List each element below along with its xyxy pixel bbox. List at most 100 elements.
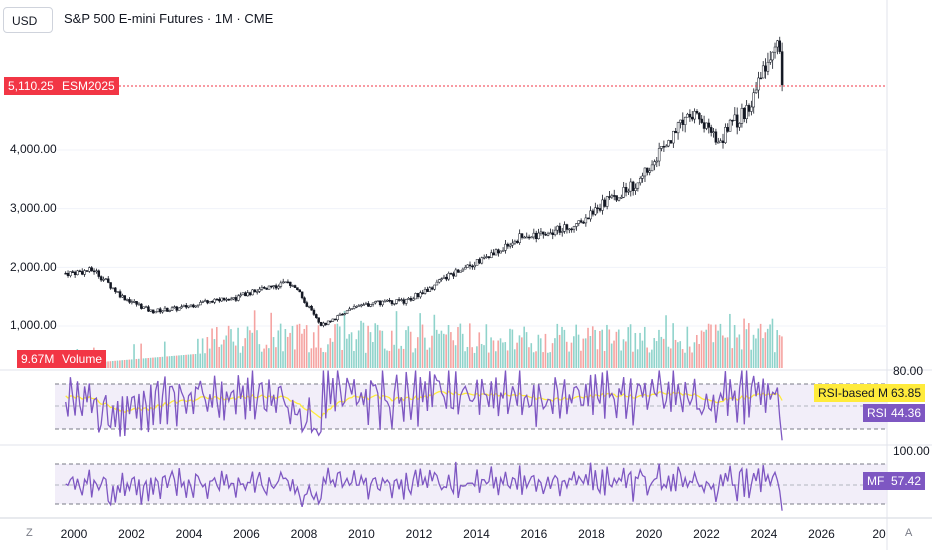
volume-bar bbox=[194, 354, 197, 368]
candle-body bbox=[234, 297, 238, 301]
candle-body bbox=[596, 207, 599, 210]
volume-bar bbox=[646, 347, 648, 368]
volume-bar bbox=[681, 349, 684, 368]
volume-bar bbox=[769, 324, 771, 368]
candle-body bbox=[575, 223, 578, 227]
volume-bar bbox=[296, 324, 298, 368]
candle-body bbox=[683, 116, 687, 125]
candle-body bbox=[516, 240, 519, 243]
rsi-ma-value: 63.85 bbox=[887, 384, 925, 402]
candle-body bbox=[277, 286, 280, 289]
volume-bar bbox=[242, 346, 244, 368]
volume-bar bbox=[192, 354, 194, 368]
volume-bar bbox=[130, 359, 133, 368]
candle-body bbox=[121, 295, 124, 298]
volume-bar bbox=[249, 330, 251, 368]
volume-bar bbox=[518, 335, 521, 368]
candle-body bbox=[631, 181, 635, 191]
volume-bar bbox=[584, 338, 587, 368]
volume-bar bbox=[539, 338, 542, 368]
candle-body bbox=[371, 302, 375, 305]
volume-bar bbox=[667, 346, 670, 368]
volume-bar bbox=[509, 328, 511, 368]
volume-bar bbox=[487, 352, 490, 368]
candle-body bbox=[582, 222, 585, 224]
volume-bar bbox=[641, 340, 644, 368]
volume-bar bbox=[402, 348, 405, 368]
candle-body bbox=[712, 131, 715, 134]
candle-body bbox=[409, 298, 413, 301]
candle-body bbox=[416, 293, 420, 298]
volume-bar bbox=[440, 330, 443, 368]
candle-body bbox=[78, 270, 82, 273]
candle-body bbox=[388, 299, 391, 302]
volume-bar bbox=[145, 358, 147, 368]
rsi-label[interactable]: RSI bbox=[863, 404, 892, 422]
candle-body bbox=[137, 303, 141, 306]
volume-bar bbox=[121, 360, 124, 368]
volume-bar bbox=[405, 330, 407, 368]
candle-body bbox=[735, 114, 739, 128]
volume-bar bbox=[142, 358, 145, 368]
candle-body bbox=[114, 287, 117, 292]
candle-body bbox=[560, 231, 564, 233]
candle-body bbox=[284, 281, 287, 284]
currency-button[interactable]: USD bbox=[3, 7, 53, 33]
volume-bar bbox=[556, 323, 559, 368]
candle-body bbox=[480, 257, 484, 264]
candle-body bbox=[688, 113, 692, 118]
candle-body bbox=[594, 207, 597, 215]
candle-body bbox=[116, 291, 119, 293]
volume-bar bbox=[733, 325, 736, 368]
candle-body bbox=[506, 243, 510, 247]
time-axis-label: 2010 bbox=[348, 527, 375, 541]
volume-bar bbox=[516, 342, 518, 368]
candle-body bbox=[565, 224, 569, 230]
auto-scale-icon[interactable]: A bbox=[905, 527, 913, 539]
volume-bar bbox=[426, 349, 429, 368]
candle-body bbox=[693, 111, 696, 120]
rsi-ma-label[interactable]: RSI-based MA bbox=[814, 384, 901, 402]
volume-bar bbox=[473, 352, 476, 368]
volume-bar bbox=[710, 324, 712, 368]
candle-body bbox=[615, 195, 618, 201]
candle-body bbox=[454, 269, 458, 277]
volume-bar bbox=[353, 350, 355, 368]
candle-body bbox=[92, 270, 96, 273]
candle-body bbox=[102, 279, 105, 281]
candle-body bbox=[608, 196, 611, 198]
candle-body bbox=[251, 289, 254, 296]
candle-body bbox=[601, 199, 604, 211]
candle-body bbox=[525, 236, 528, 239]
candle-body bbox=[229, 298, 233, 301]
volume-bar bbox=[731, 348, 734, 368]
candle-body bbox=[586, 217, 590, 220]
candle-body bbox=[315, 314, 318, 318]
zoom-icon[interactable]: Z bbox=[26, 527, 33, 539]
candle-body bbox=[494, 249, 498, 256]
volume-bar bbox=[712, 342, 715, 368]
volume-bar bbox=[558, 334, 561, 368]
volume-bar bbox=[227, 325, 230, 368]
candle-body bbox=[456, 269, 460, 273]
volume-bar bbox=[189, 354, 192, 368]
candle-body bbox=[778, 40, 781, 52]
volume-label-badge[interactable]: Volume bbox=[58, 350, 107, 368]
volume-bar bbox=[748, 323, 750, 368]
candle-body bbox=[508, 244, 512, 247]
volume-bar bbox=[530, 343, 533, 368]
volume-bar bbox=[632, 351, 634, 368]
volume-bar bbox=[256, 330, 258, 368]
volume-bar bbox=[757, 328, 760, 368]
candle-body bbox=[695, 111, 699, 114]
candle-body bbox=[534, 232, 538, 240]
candle-body bbox=[750, 106, 753, 112]
candle-body bbox=[605, 196, 609, 207]
mf-label[interactable]: MF bbox=[863, 472, 889, 490]
volume-bar bbox=[374, 323, 377, 368]
time-axis-label: 2026 bbox=[808, 527, 835, 541]
candle-body bbox=[258, 288, 261, 292]
volume-bar bbox=[542, 352, 544, 368]
candle-body bbox=[643, 167, 647, 177]
